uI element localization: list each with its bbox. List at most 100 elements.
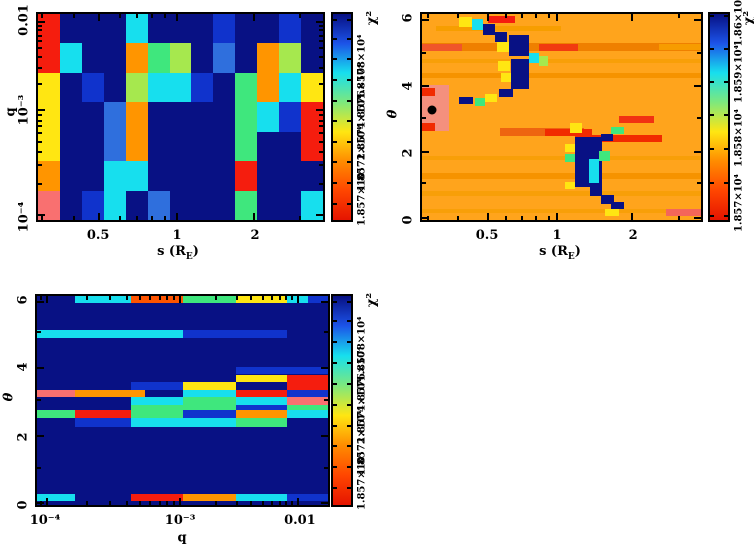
x-major-tick xyxy=(631,213,634,220)
heatmap-cell xyxy=(38,72,60,103)
heatmap-cell xyxy=(235,72,258,103)
colorbar-tick xyxy=(333,181,337,184)
colorbar-tick xyxy=(333,487,337,490)
heatmap-cell xyxy=(589,186,602,196)
y-minor-tick xyxy=(324,399,328,402)
y-minor-tick xyxy=(38,24,42,27)
y-major-tick xyxy=(37,435,44,438)
y-minor-tick xyxy=(319,132,323,135)
heatmap-row-segment xyxy=(236,374,287,383)
colorbar-tick xyxy=(347,202,351,205)
y-minor-tick xyxy=(319,29,323,32)
x-minor-tick xyxy=(250,296,253,300)
x-minor-tick xyxy=(73,216,76,220)
heatmap-row-segment xyxy=(236,404,287,412)
heatmap-cell xyxy=(605,209,620,217)
x-minor-tick xyxy=(149,501,152,505)
heatmap-cell xyxy=(301,72,323,103)
x-minor-tick xyxy=(40,216,43,220)
heatmap-streak xyxy=(422,156,701,161)
x-minor-tick xyxy=(521,216,524,220)
x-minor-tick xyxy=(250,501,253,505)
colorbar-tick xyxy=(333,340,337,343)
colorbar-tick xyxy=(333,382,337,385)
x-minor-tick xyxy=(261,296,264,300)
y-minor-tick xyxy=(319,47,323,50)
heatmap-cell xyxy=(103,102,126,132)
x-major-tick xyxy=(98,213,101,220)
heatmap-cell xyxy=(279,43,302,73)
colorbar-tick xyxy=(710,113,714,116)
x-minor-tick xyxy=(73,14,76,18)
y-major-tick xyxy=(316,20,323,23)
colorbar-tick xyxy=(333,320,337,323)
heatmap-streak xyxy=(422,123,436,131)
colorbar-tick xyxy=(333,445,337,448)
colorbar-tick xyxy=(347,487,351,490)
y-minor-tick xyxy=(37,330,41,333)
y-major-tick xyxy=(38,109,45,112)
y-tick-label: 10⁻³ xyxy=(16,94,32,126)
colorbar-chi2-map-s-vs-q xyxy=(331,12,353,222)
x-minor-tick xyxy=(457,216,460,220)
heatmap-row-segment xyxy=(37,493,75,502)
y-tick-label: 10⁻⁴ xyxy=(16,201,32,233)
heatmap-cell xyxy=(279,14,302,44)
y-major-tick xyxy=(694,216,701,219)
heatmap-cell xyxy=(147,43,170,73)
heatmap-row-segment xyxy=(183,417,237,428)
x-axis-title-panel1-sub: E xyxy=(185,251,193,262)
x-tick-label: 0.5 xyxy=(475,228,499,243)
heatmap-cell xyxy=(125,72,148,103)
heatmap-cell xyxy=(235,161,258,191)
heatmap-row-segment xyxy=(130,493,184,502)
x-minor-tick xyxy=(235,501,238,505)
y-tick-label: 2 xyxy=(15,432,31,442)
x-tick-label: 1 xyxy=(552,228,562,243)
heatmap-cell xyxy=(569,122,583,133)
x-major-tick xyxy=(556,213,559,220)
y-minor-tick xyxy=(319,56,323,59)
x-axis-title-panel2-pre: s (R xyxy=(539,244,568,260)
x-minor-tick xyxy=(535,14,538,18)
heatmap-streak xyxy=(422,191,701,196)
colorbar-tick xyxy=(710,15,714,18)
x-minor-tick xyxy=(298,216,301,220)
x-tick-label: 2 xyxy=(250,228,260,243)
heatmap-row-segment xyxy=(286,397,328,405)
x-axis-title-panel2: s (RE) xyxy=(539,244,581,262)
heatmap-row-segment xyxy=(236,397,287,405)
colorbar-chi2-map-q-vs-theta xyxy=(331,294,353,507)
colorbar-tick xyxy=(333,58,337,61)
y-minor-tick xyxy=(319,40,323,43)
heatmap-row-segment xyxy=(37,409,75,418)
heatmap-cell xyxy=(213,43,236,73)
y-major-tick xyxy=(38,214,45,217)
heatmap-streak xyxy=(575,134,662,143)
x-major-tick xyxy=(487,213,490,220)
x-minor-tick xyxy=(677,14,680,18)
colorbar-tick xyxy=(347,466,351,469)
heatmap-cell xyxy=(257,102,280,132)
y-minor-tick xyxy=(38,114,42,117)
heatmap-streak xyxy=(422,88,436,97)
y-minor-tick xyxy=(319,82,323,85)
y-tick-label: 2 xyxy=(400,148,416,158)
colorbar-tick xyxy=(724,147,728,150)
heatmap-plot-chi2-map-s-vs-theta xyxy=(420,12,703,222)
colorbar-tick xyxy=(333,424,337,427)
heatmap-cell xyxy=(125,43,148,73)
x-minor-tick xyxy=(285,501,288,505)
x-minor-tick xyxy=(86,501,89,505)
colorbar-tick xyxy=(347,140,351,143)
colorbar-tick xyxy=(347,361,351,364)
heatmap-row-segment xyxy=(130,417,184,428)
heatmap-cell xyxy=(38,131,60,162)
y-minor-tick xyxy=(319,66,323,69)
x-major-tick xyxy=(176,14,179,21)
x-minor-tick xyxy=(426,14,429,18)
y-minor-tick xyxy=(422,182,426,185)
colorbar-tick xyxy=(347,37,351,40)
x-minor-tick xyxy=(151,216,153,220)
heatmap-row-segment xyxy=(183,330,237,339)
